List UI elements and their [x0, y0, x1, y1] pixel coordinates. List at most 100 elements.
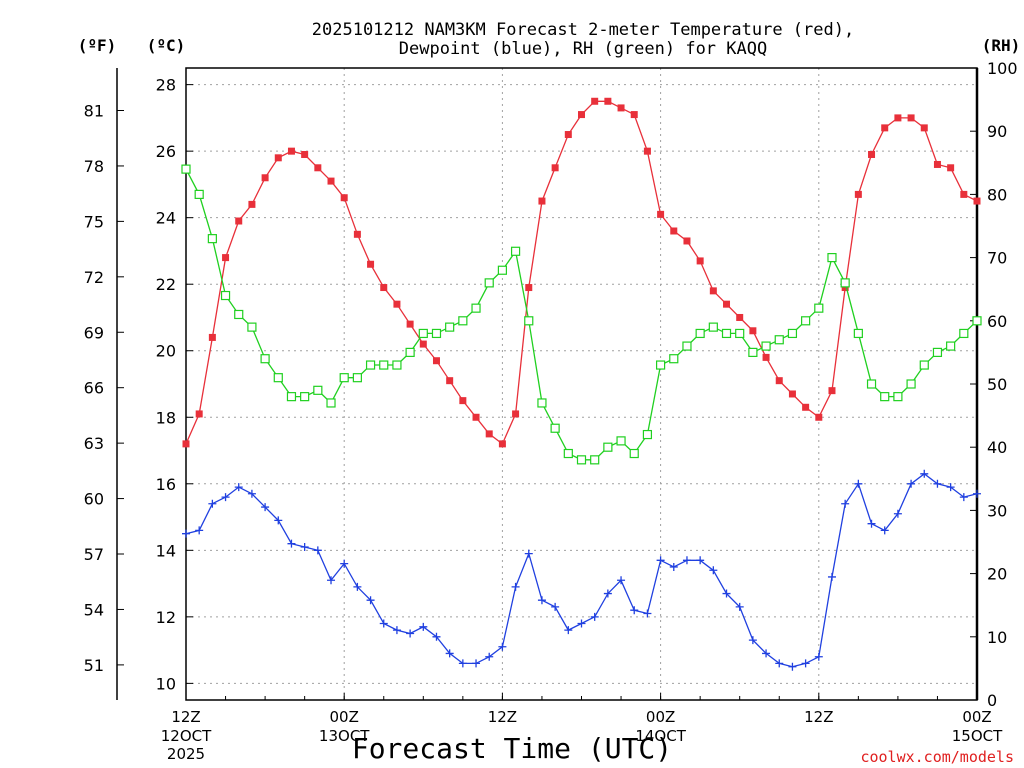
2-meter-temperature-point [353, 230, 361, 238]
dewpoint-point [261, 503, 270, 512]
rh-point [919, 360, 929, 370]
dewpoint-point [801, 659, 810, 668]
celsius-tick-label: 24 [156, 209, 176, 228]
dewpoint-point [841, 499, 850, 508]
dewpoint-point [498, 642, 507, 651]
rh-point [946, 341, 956, 351]
x-tick-time-label: 12Z [804, 708, 833, 726]
x-tick-year-label: 2025 [167, 745, 205, 763]
rh-point [563, 448, 573, 459]
dewpoint-point [537, 596, 546, 605]
chart-title-line2: Dewpoint (blue), RH (green) for KAQQ [399, 39, 767, 59]
rh-point [853, 328, 863, 339]
dewpoint-point [603, 589, 612, 598]
2-meter-temperature-point [498, 440, 506, 448]
rh-point [220, 290, 231, 301]
2-meter-temperature-point [657, 210, 665, 218]
2-meter-temperature-point [485, 430, 493, 438]
2-meter-temperature-point [340, 194, 348, 202]
rh-point [814, 303, 824, 313]
dewpoint-point [195, 526, 204, 535]
rh-point [550, 423, 560, 433]
x-tick-time-label: 12Z [171, 708, 200, 726]
dewpoint-point [880, 526, 889, 535]
rh-series [181, 164, 982, 465]
2-meter-temperature-point [762, 353, 770, 361]
2-meter-temperature-point [960, 190, 968, 198]
dewpoint-point [682, 556, 691, 565]
2-meter-temperature-point [788, 390, 796, 398]
celsius-tick-label: 16 [156, 475, 176, 494]
2-meter-temperature-point [274, 154, 282, 162]
dewpoint-point [643, 609, 652, 618]
2-meter-temperature-point [973, 197, 981, 205]
fahrenheit-tick-label: 78 [84, 157, 104, 176]
rh-point [774, 335, 784, 345]
rh-point [708, 322, 718, 332]
2-meter-temperature-point [736, 313, 744, 321]
rh-point [735, 328, 745, 339]
dewpoint-point [722, 589, 731, 598]
2-meter-temperature-point [446, 377, 454, 385]
rh-point [300, 392, 310, 402]
2-meter-temperature-point [907, 114, 915, 122]
x-tick-date-label: 12OCT [161, 727, 212, 745]
celsius-tick-label: 22 [156, 275, 176, 294]
2-meter-temperature-point [287, 147, 295, 155]
2-meter-temperature-point [314, 164, 322, 172]
rh-point [880, 392, 890, 402]
2-meter-temperature-point [459, 397, 467, 405]
rh-point [484, 278, 494, 288]
rh-tick-label: 70 [987, 249, 1007, 268]
2-meter-temperature-point [564, 131, 572, 139]
credit-text: coolwx.com/models [860, 748, 1014, 766]
x-tick-date-label: 15OCT [952, 727, 1003, 745]
rh-tick-label: 40 [987, 438, 1007, 457]
rh-tick-label: 30 [987, 501, 1007, 520]
fahrenheit-tick-label: 75 [84, 212, 104, 231]
dewpoint-point [551, 602, 560, 611]
dewpoint-point [221, 493, 230, 502]
2-meter-temperature-point [419, 340, 427, 348]
x-tick-time-label: 00Z [330, 708, 359, 726]
rh-point [761, 341, 771, 351]
2-meter-temperature-point [709, 287, 717, 295]
rh-point [932, 347, 943, 357]
rh-point [721, 328, 732, 339]
dewpoint-point [274, 516, 283, 525]
2-meter-temperature-point [380, 284, 388, 292]
2-meter-temperature-point [551, 164, 559, 172]
dewpoint-point [893, 509, 902, 518]
rh-point [827, 253, 837, 263]
fahrenheit-tick-label: 81 [84, 102, 104, 121]
rh-point [840, 278, 850, 288]
rh-point [339, 373, 349, 383]
fahrenheit-tick-label: 57 [84, 545, 104, 564]
dewpoint-point [959, 493, 968, 502]
rh-point [603, 442, 613, 452]
rh-point [682, 341, 692, 351]
celsius-tick-label: 10 [156, 674, 176, 693]
fahrenheit-axis-unit: (ºF) [78, 36, 117, 55]
rh-point [326, 398, 336, 408]
2-meter-temperature-point [578, 111, 585, 119]
dewpoint-point [327, 576, 336, 585]
2-meter-temperature-point [617, 104, 625, 112]
dewpoint-point [472, 659, 481, 668]
rh-point [352, 373, 362, 383]
rh-point [234, 309, 244, 320]
x-axis-label: Forecast Time (UTC) [352, 732, 672, 765]
dewpoint-point [458, 659, 467, 668]
2-meter-temperature-point [894, 114, 902, 122]
dewpoint-point [762, 649, 771, 658]
rh-point [629, 448, 639, 459]
dewpoint-point [630, 606, 639, 615]
rh-point [273, 373, 283, 383]
2-meter-temperature-point [696, 257, 704, 265]
x-tick-time-label: 00Z [962, 708, 991, 726]
dewpoint-point [366, 596, 375, 605]
dewpoint-point [669, 562, 678, 571]
dewpoint-point [775, 659, 784, 668]
axes [116, 67, 979, 701]
dewpoint-point [182, 529, 190, 538]
